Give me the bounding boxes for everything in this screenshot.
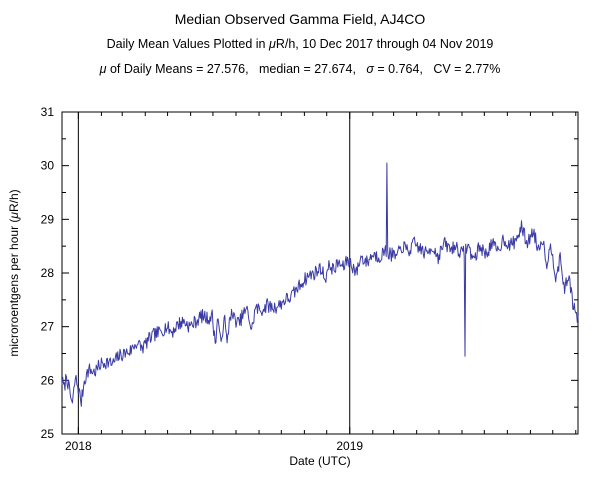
y-tick-label: 27: [41, 320, 55, 334]
subtitle-text-pre: Daily Mean Values Plotted in: [106, 37, 269, 51]
stats-text-mid: of Daily Means = 27.576, median = 27.674…: [106, 62, 367, 76]
subtitle-text-post: R/h, 10 Dec 2017 through 04 Nov 2019: [275, 37, 494, 51]
y-tick-label: 25: [41, 427, 55, 441]
plot-frame: [61, 111, 579, 435]
sigma-symbol: σ: [366, 62, 374, 76]
chart-subtitle: Daily Mean Values Plotted in μR/h, 10 De…: [0, 37, 600, 51]
mu-symbol: μ: [99, 62, 107, 76]
y-axis-label: microroentgens per hour (μR/h): [7, 189, 21, 356]
y-tick-label: 30: [41, 159, 55, 173]
x-year-label: 2019: [336, 439, 363, 453]
mu-symbol: μ: [268, 37, 276, 51]
y-tick-label: 28: [41, 266, 55, 280]
y-tick-label: 31: [41, 105, 55, 119]
y-tick-label: 26: [41, 373, 55, 387]
chart-title: Median Observed Gamma Field, AJ4CO: [174, 11, 426, 27]
data-series-line: [61, 162, 579, 407]
x-axis-label: Date (UTC): [289, 454, 350, 468]
stats-text-end: = 0.764, CV = 2.77%: [373, 62, 501, 76]
y-tick-label: 29: [41, 212, 55, 226]
chart-stats-line: μ of Daily Means = 27.576, median = 27.6…: [0, 62, 600, 76]
x-year-label: 2018: [65, 439, 92, 453]
